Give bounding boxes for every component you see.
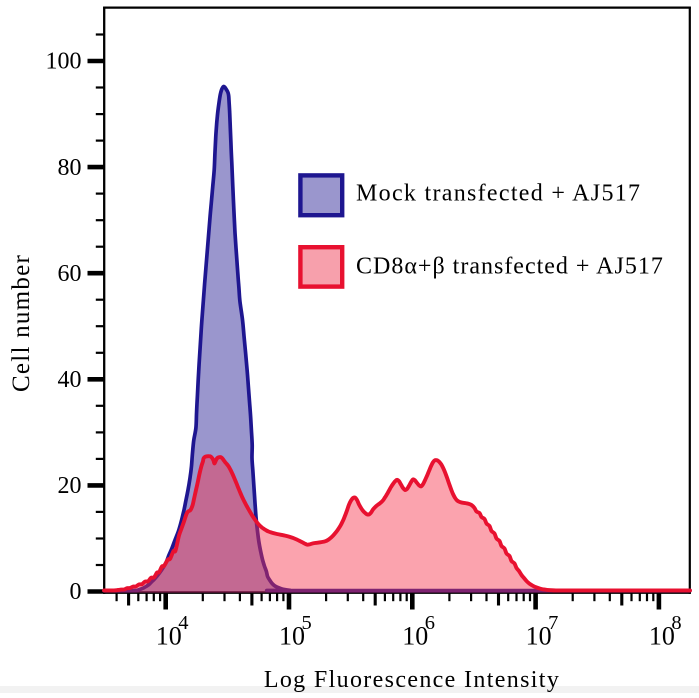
svg-text:CD8α+β transfected + AJ517: CD8α+β transfected + AJ517 xyxy=(356,254,664,280)
svg-text:10: 10 xyxy=(649,622,675,651)
svg-text:100: 100 xyxy=(46,49,82,75)
svg-text:40: 40 xyxy=(58,367,82,393)
svg-text:4: 4 xyxy=(178,612,188,634)
svg-text:5: 5 xyxy=(302,612,312,634)
svg-text:7: 7 xyxy=(548,612,558,634)
svg-text:6: 6 xyxy=(425,612,435,634)
svg-text:0: 0 xyxy=(70,579,82,605)
svg-text:8: 8 xyxy=(671,612,681,634)
svg-text:Log Fluorescence Intensity: Log Fluorescence Intensity xyxy=(264,667,560,693)
svg-text:10: 10 xyxy=(156,622,182,651)
svg-text:80: 80 xyxy=(58,155,82,181)
svg-text:10: 10 xyxy=(402,622,428,651)
svg-text:10: 10 xyxy=(526,622,552,651)
svg-text:60: 60 xyxy=(58,261,82,287)
svg-text:Mock transfected + AJ517: Mock transfected + AJ517 xyxy=(356,181,641,207)
svg-text:10: 10 xyxy=(279,622,305,651)
svg-text:Cell number: Cell number xyxy=(8,254,35,392)
svg-text:20: 20 xyxy=(58,473,82,499)
